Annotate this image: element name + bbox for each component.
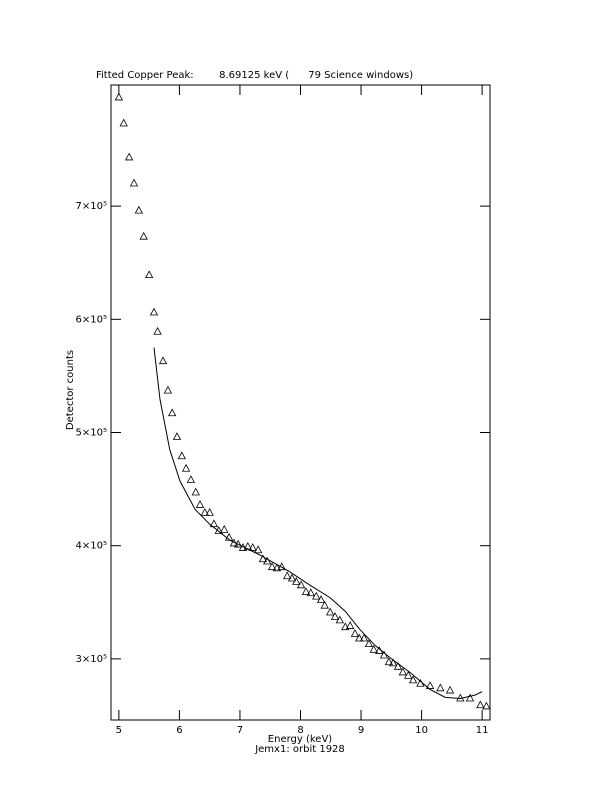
data-point — [445, 685, 455, 694]
data-point — [283, 571, 292, 580]
data-point — [181, 463, 191, 472]
x-tick-label: 5 — [116, 725, 122, 736]
data-point — [144, 270, 154, 279]
data-point — [345, 621, 355, 629]
data-point — [301, 587, 311, 595]
x-tick-label: 10 — [415, 725, 428, 736]
data-point — [388, 658, 398, 667]
data-point — [172, 432, 182, 440]
data-point — [114, 92, 124, 101]
data-point — [350, 629, 360, 637]
data-point — [393, 661, 403, 670]
plot-frame — [110, 84, 491, 721]
data-point — [205, 508, 214, 516]
data-point — [139, 231, 148, 240]
x-tick-label: 6 — [176, 725, 182, 736]
data-point — [134, 205, 144, 214]
data-point — [312, 591, 321, 600]
data-point — [287, 573, 297, 582]
x-axis-label: Energy (keV) — [268, 734, 333, 745]
data-point — [404, 671, 413, 679]
data-point — [209, 519, 219, 528]
data-point — [272, 563, 282, 572]
data-point — [408, 675, 418, 684]
data-point — [129, 178, 139, 187]
x-tick-label: 8 — [297, 725, 303, 736]
y-axis-label: Detector counts — [65, 350, 76, 430]
data-point — [153, 326, 162, 335]
data-point — [248, 543, 257, 551]
data-point — [320, 600, 329, 609]
data-point — [186, 475, 196, 483]
data-point — [325, 607, 335, 616]
data-point — [191, 487, 200, 496]
data-point — [119, 118, 128, 127]
x-tick-label: 7 — [237, 725, 243, 736]
y-tick-label: 7×10⁵ — [76, 201, 107, 212]
data-point — [306, 588, 315, 597]
data-point — [253, 545, 263, 554]
data-point — [398, 667, 407, 676]
data-point — [224, 532, 234, 541]
y-tick-label: 6×10⁵ — [76, 314, 107, 325]
data-point — [465, 693, 475, 702]
y-tick-label: 5×10⁵ — [76, 427, 107, 438]
data-point — [292, 577, 301, 585]
data-point — [316, 595, 326, 603]
chart-title: Fitted Copper Peak: 8.69125 keV ( 79 Sci… — [96, 70, 413, 81]
x-tick-label: 9 — [358, 725, 364, 736]
data-point — [200, 508, 210, 516]
data-point — [149, 307, 159, 316]
data-point — [177, 451, 187, 460]
data-point — [158, 356, 168, 365]
data-point — [355, 633, 364, 642]
data-point — [364, 639, 374, 648]
data-point — [195, 500, 205, 508]
data-point — [436, 683, 445, 692]
data-point — [425, 681, 435, 689]
y-tick-label: 3×10⁵ — [76, 654, 107, 665]
fit-line — [153, 347, 483, 699]
data-point — [341, 622, 350, 631]
subtitle: Jemx1: orbit 1928 — [254, 744, 345, 755]
data-point — [163, 385, 173, 394]
x-tick-label: 11 — [476, 725, 489, 736]
data-point — [267, 562, 277, 571]
data-point — [482, 701, 491, 710]
data-point — [335, 615, 345, 624]
y-tick-label: 4×10⁵ — [76, 541, 107, 552]
data-point — [369, 644, 378, 653]
data-point — [167, 408, 177, 417]
data-point — [296, 580, 306, 589]
data-point — [359, 633, 369, 642]
data-point — [263, 556, 272, 565]
data-point — [476, 700, 485, 709]
data-point — [384, 657, 394, 666]
data-point — [330, 612, 340, 620]
data-point — [220, 524, 229, 533]
data-point — [258, 554, 268, 563]
data-point — [124, 152, 134, 161]
